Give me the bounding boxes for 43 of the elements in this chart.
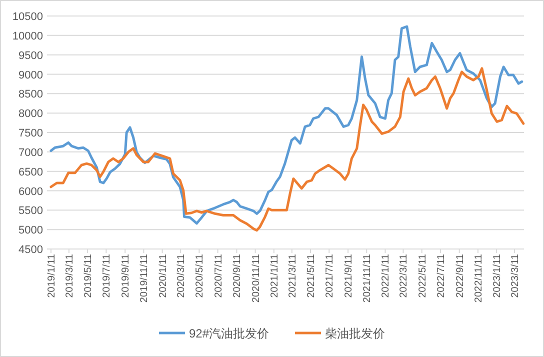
x-tick-label: 2023/3/11 — [510, 254, 522, 298]
x-tick-label: 2022/7/11 — [436, 254, 447, 298]
legend-label: 柴油批发价 — [325, 326, 386, 340]
x-tick-label: 2021/7/11 — [324, 254, 336, 298]
y-tick-label: 4500 — [18, 244, 43, 256]
y-tick-label: 10000 — [12, 30, 43, 42]
x-tick-label: 2020/5/11 — [194, 254, 206, 298]
y-tick-label: 7500 — [18, 128, 43, 140]
x-tick-label: 2023/1/11 — [492, 254, 504, 298]
y-tick-label: 5000 — [18, 224, 43, 237]
x-tick-label: 2019/9/11 — [120, 254, 132, 298]
x-tick-label: 2019/1/11 — [46, 254, 58, 298]
x-tick-label: 2022/1/11 — [380, 254, 392, 298]
y-tick-label: 10500 — [12, 11, 43, 23]
y-tick-label: 6500 — [18, 166, 43, 178]
x-tick-label: 2022/11/11 — [473, 254, 484, 303]
x-tick-label: 2021/11/11 — [362, 254, 374, 303]
y-tick-label: 7000 — [18, 146, 43, 159]
y-tick-label: 6000 — [18, 186, 43, 198]
x-tick-label: 2020/3/11 — [176, 254, 188, 298]
x-tick-label: 2020/11/11 — [250, 254, 262, 303]
x-tick-label: 2021/3/11 — [287, 254, 298, 298]
x-tick-label: 2020/1/11 — [158, 254, 169, 298]
x-tick-label: 2021/9/11 — [344, 254, 355, 298]
line-series — [50, 67, 525, 232]
x-tick-label: 2022/3/11 — [398, 254, 410, 298]
x-tick-label: 2019/3/11 — [64, 254, 76, 298]
x-tick-label: 2021/1/11 — [269, 254, 280, 298]
legend-label: 92#汽油批发价 — [188, 326, 270, 340]
x-tick-label: 2020/9/11 — [232, 254, 244, 298]
line-series — [50, 25, 524, 225]
x-tick-label: 2022/9/11 — [454, 254, 466, 298]
y-tick-label: 8000 — [18, 108, 43, 120]
x-tick-label: 2019/11/11 — [139, 254, 150, 303]
x-tick-label: 2022/5/11 — [417, 254, 428, 298]
x-tick-label: 2021/5/11 — [306, 254, 318, 298]
x-tick-label: 2019/5/11 — [83, 254, 94, 298]
y-tick-label: 9000 — [18, 69, 43, 82]
y-tick-label: 8500 — [18, 88, 43, 101]
x-tick-label: 2020/7/11 — [213, 254, 224, 298]
y-tick-label: 5500 — [18, 205, 43, 218]
x-tick-label: 2019/7/11 — [102, 254, 113, 298]
y-tick-label: 9500 — [18, 50, 43, 62]
